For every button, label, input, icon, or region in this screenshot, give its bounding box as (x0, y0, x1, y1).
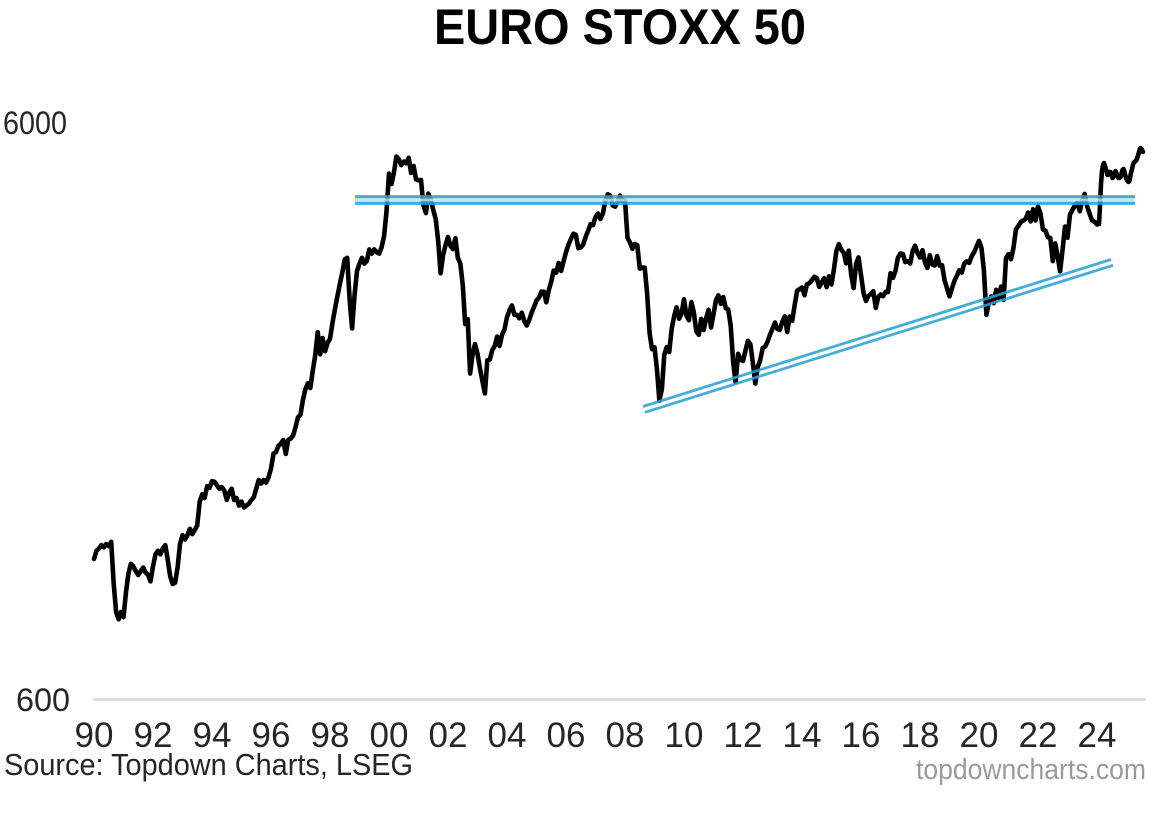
svg-text:08: 08 (606, 716, 645, 755)
svg-text:14: 14 (783, 716, 822, 755)
svg-text:600: 600 (16, 682, 70, 718)
svg-text:12: 12 (724, 716, 763, 755)
svg-text:20: 20 (960, 716, 999, 755)
svg-text:6000: 6000 (3, 105, 67, 141)
svg-text:94: 94 (193, 716, 232, 755)
svg-text:90: 90 (75, 716, 114, 755)
svg-text:topdowncharts.com: topdowncharts.com (916, 754, 1146, 786)
svg-text:16: 16 (842, 716, 881, 755)
svg-text:96: 96 (252, 716, 291, 755)
svg-text:Source: Topdown Charts, LSEG: Source: Topdown Charts, LSEG (4, 747, 413, 782)
svg-text:10: 10 (665, 716, 704, 755)
svg-text:06: 06 (547, 716, 586, 755)
svg-text:04: 04 (488, 716, 527, 755)
svg-text:18: 18 (901, 716, 940, 755)
svg-text:22: 22 (1019, 716, 1058, 755)
svg-text:98: 98 (311, 716, 350, 755)
svg-text:02: 02 (429, 716, 468, 755)
svg-text:00: 00 (370, 716, 409, 755)
svg-text:24: 24 (1078, 716, 1117, 755)
svg-text:EURO STOXX 50: EURO STOXX 50 (434, 0, 806, 55)
svg-text:92: 92 (134, 716, 173, 755)
